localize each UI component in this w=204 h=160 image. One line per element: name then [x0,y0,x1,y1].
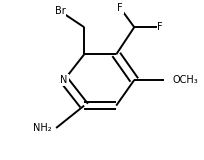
Text: NH₂: NH₂ [33,123,52,133]
Text: OCH₃: OCH₃ [172,75,198,85]
Text: Br: Br [55,6,65,16]
Text: N: N [60,75,68,85]
Text: F: F [118,3,123,13]
Text: F: F [157,22,163,32]
